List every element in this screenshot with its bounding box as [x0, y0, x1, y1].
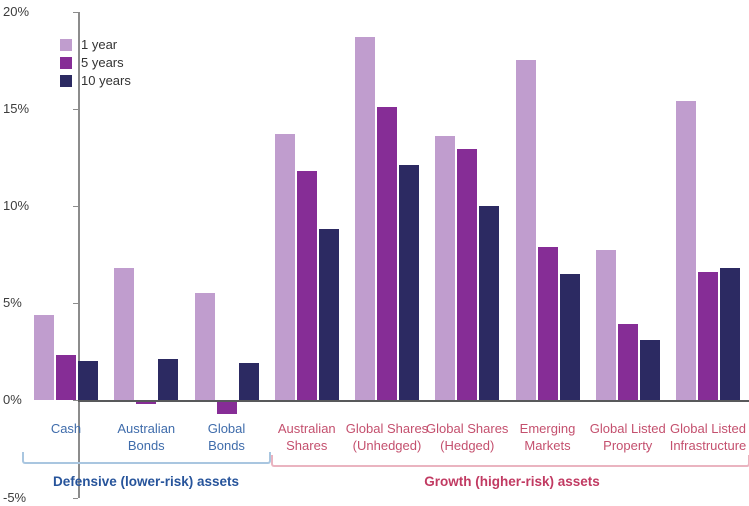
- bar-1-year-5: [435, 135, 456, 400]
- section-bracket: [22, 452, 271, 464]
- y-axis-tick-mark: [73, 109, 78, 111]
- bar-5-years-0: [56, 355, 76, 400]
- bar-10-years-8: [720, 267, 740, 400]
- bar-5-years-2: [216, 402, 237, 414]
- y-axis-tick-label: 20%: [3, 4, 30, 19]
- bar-5-years-6: [537, 246, 558, 400]
- bar-1-year-1: [114, 267, 135, 400]
- bar-10-years-1: [158, 359, 179, 400]
- bar-10-years-5: [479, 205, 500, 400]
- bar-1-year-4: [355, 36, 375, 400]
- bar-1-year-7: [595, 250, 616, 400]
- legend-label: 5 years: [81, 55, 124, 70]
- section-label-defensive: Defensive (lower-risk) assets: [52, 474, 240, 489]
- y-axis-tick-label: 15%: [3, 101, 30, 117]
- y-axis-tick-label: 10%: [3, 198, 30, 214]
- bar-10-years-3: [318, 229, 339, 400]
- category-label: Global Listed Infrastructure: [669, 421, 747, 453]
- bar-5-years-7: [617, 324, 638, 400]
- y-axis-tick-mark: [73, 303, 78, 305]
- legend-swatch-10-years: [60, 75, 72, 87]
- bar-5-years-8: [698, 271, 718, 400]
- y-axis-tick-mark: [73, 497, 78, 499]
- bar-1-year-3: [274, 133, 295, 400]
- bar-5-years-3: [296, 170, 317, 400]
- section-bracket: [271, 455, 749, 467]
- y-axis-tick-label: 5%: [3, 295, 22, 311]
- category-label: Global Shares (Unhedged): [345, 421, 429, 453]
- bar-5-years-4: [377, 106, 397, 400]
- section-label-growth: Growth (higher-risk) assets: [424, 474, 600, 489]
- y-axis-line: [78, 12, 80, 498]
- chart-legend: 1 year 5 years 10 years: [60, 36, 131, 90]
- legend-item-5-years: 5 years: [60, 54, 131, 72]
- legend-item-10-years: 10 years: [60, 72, 131, 90]
- bar-5-years-5: [457, 149, 478, 400]
- y-axis-tick-mark: [73, 400, 78, 402]
- legend-swatch-1-year: [60, 39, 72, 51]
- category-label: Global Bonds: [207, 421, 246, 453]
- y-axis-tick-label: -5%: [3, 489, 27, 505]
- bar-1-year-6: [515, 60, 536, 400]
- category-label: Cash: [50, 421, 82, 436]
- bar-1-year-8: [676, 100, 696, 400]
- bar-10-years-6: [559, 273, 580, 400]
- bar-10-years-2: [238, 363, 259, 400]
- y-axis-tick-mark: [73, 206, 78, 208]
- legend-label: 1 year: [81, 37, 118, 52]
- y-axis-tick-label: 0%: [3, 392, 22, 408]
- legend-item-1-year: 1 year: [60, 36, 131, 54]
- category-label: Australian Bonds: [117, 421, 176, 453]
- bar-1-year-0: [34, 314, 54, 400]
- category-label: Global Listed Property: [589, 421, 666, 453]
- legend-swatch-5-years: [60, 57, 72, 69]
- bar-10-years-4: [399, 165, 419, 400]
- category-label: Global Shares (Hedged): [426, 421, 509, 453]
- bar-5-years-1: [136, 402, 157, 404]
- y-axis-tick-mark: [73, 12, 78, 13]
- bar-10-years-0: [78, 361, 98, 400]
- legend-label: 10 years: [81, 73, 131, 88]
- category-label: Australian Shares: [277, 421, 336, 453]
- bar-1-year-2: [194, 293, 215, 400]
- x-axis-baseline: [78, 400, 749, 402]
- bar-10-years-7: [639, 339, 660, 400]
- category-label: Emerging Markets: [519, 421, 576, 453]
